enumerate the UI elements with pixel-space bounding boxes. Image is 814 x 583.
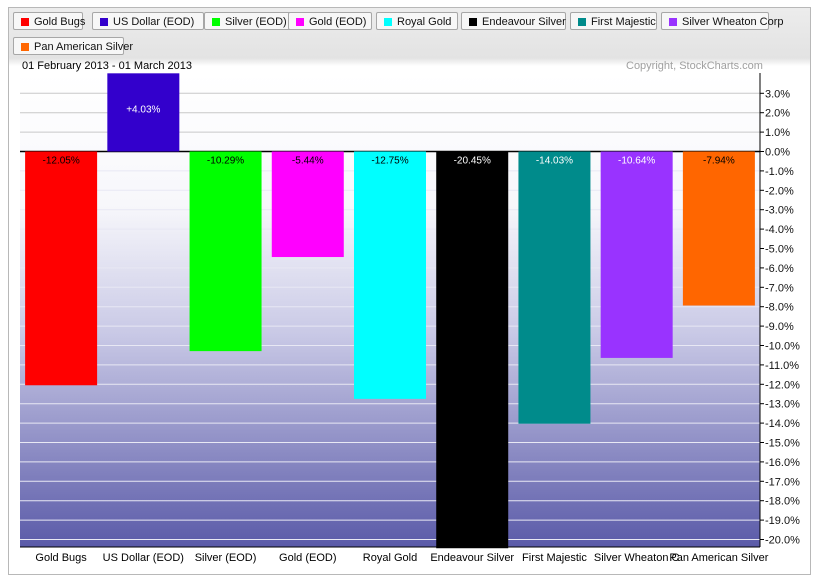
legend-label: Royal Gold xyxy=(397,16,452,28)
legend-label: Silver (EOD) xyxy=(225,16,287,28)
x-tick-label: Pan American Silver xyxy=(669,552,768,564)
axes: 3.0% 2.0% 1.0% 0.0% -1.0% -2.0% -3.0% -4.0% -5.0… xyxy=(20,73,800,564)
bar xyxy=(189,151,262,352)
data-label: -20.45% xyxy=(454,156,491,167)
x-tick-label: Silver (EOD) xyxy=(195,552,257,564)
bar xyxy=(436,151,509,549)
data-label: -10.29% xyxy=(207,156,244,167)
y-tick-label: -3.0% xyxy=(765,205,794,217)
legend-item[interactable]: Endeavour Silver xyxy=(461,12,566,30)
legend-label: Pan American Silver xyxy=(34,41,134,53)
y-tick-label: -19.0% xyxy=(765,515,800,527)
legend-swatch xyxy=(384,18,392,26)
legend-label: Gold Bugs xyxy=(34,16,86,28)
y-tick-label: 3.0% xyxy=(765,88,790,100)
legend: Gold Bugs US Dollar (EOD) Silver (EOD) Gold… xyxy=(13,12,803,58)
y-tick-label: -14.0% xyxy=(765,418,800,430)
legend-item[interactable]: Silver (EOD) xyxy=(204,12,294,30)
legend-label: Silver Wheaton Corp xyxy=(682,16,784,28)
copyright-label: Copyright, StockCharts.com xyxy=(626,60,763,72)
y-tick-label: -16.0% xyxy=(765,457,800,469)
legend-swatch xyxy=(669,18,677,26)
x-tick-label: Gold Bugs xyxy=(35,552,87,564)
y-tick-label: -4.0% xyxy=(765,224,794,236)
legend-item[interactable]: Gold Bugs xyxy=(13,12,86,30)
bar xyxy=(600,151,673,358)
data-label: -12.75% xyxy=(371,156,408,167)
y-tick-label: 1.0% xyxy=(765,127,790,139)
y-tick-label: -2.0% xyxy=(765,185,794,197)
x-tick-label: Royal Gold xyxy=(363,552,417,564)
x-tick-label: Endeavour Silver xyxy=(430,552,514,564)
legend-label: US Dollar (EOD) xyxy=(113,16,195,28)
legend-item[interactable]: Pan American Silver xyxy=(13,37,133,55)
y-tick-label: -20.0% xyxy=(765,535,800,547)
bar xyxy=(107,73,180,152)
legend-label: Gold (EOD) xyxy=(309,16,367,28)
y-tick-label: -17.0% xyxy=(765,476,800,488)
bar xyxy=(518,151,591,424)
y-tick-label: -6.0% xyxy=(765,263,794,275)
legend-swatch xyxy=(21,18,29,26)
y-tick-label: -8.0% xyxy=(765,302,794,314)
bar xyxy=(271,151,344,258)
legend-item[interactable]: US Dollar (EOD) xyxy=(92,12,204,30)
date-range-label: 01 February 2013 - 01 March 2013 xyxy=(22,60,192,72)
y-tick-label: -10.0% xyxy=(765,341,800,353)
legend-swatch xyxy=(21,43,29,51)
legend-swatch xyxy=(578,18,586,26)
legend-item[interactable]: Royal Gold xyxy=(376,12,458,30)
data-label: -12.05% xyxy=(42,156,79,167)
legend-swatch xyxy=(469,18,477,26)
legend-label: First Majestic xyxy=(591,16,656,28)
bars: -12.05% +4.03% -10.29% -5.44% -12.75% -20.45%… xyxy=(25,73,755,549)
data-label: -10.64% xyxy=(618,156,655,167)
legend-item[interactable]: Gold (EOD) xyxy=(288,12,372,30)
y-tick-label: -12.0% xyxy=(765,379,800,391)
legend-label: Endeavour Silver xyxy=(482,16,566,28)
data-label: -7.94% xyxy=(703,156,735,167)
data-label: -5.44% xyxy=(292,156,324,167)
bar xyxy=(354,151,426,399)
y-tick-label: -5.0% xyxy=(765,244,794,256)
bar xyxy=(682,151,755,306)
y-tick-label: -13.0% xyxy=(765,399,800,411)
legend-swatch xyxy=(296,18,304,26)
y-tick-label: -18.0% xyxy=(765,496,800,508)
y-tick-label: 0.0% xyxy=(765,147,790,159)
legend-item[interactable]: First Majestic xyxy=(570,12,657,30)
legend-swatch xyxy=(212,18,220,26)
legend-item[interactable]: Silver Wheaton Corp xyxy=(661,12,784,30)
data-label: +4.03% xyxy=(126,104,160,115)
y-tick-label: -7.0% xyxy=(765,282,794,294)
data-label: -14.03% xyxy=(536,156,573,167)
x-tick-label: Gold (EOD) xyxy=(279,552,336,564)
y-tick-label: -15.0% xyxy=(765,438,800,450)
legend-swatch xyxy=(100,18,108,26)
y-tick-label: -1.0% xyxy=(765,166,794,178)
x-tick-label: Silver Wheaton C xyxy=(594,552,680,564)
bar xyxy=(25,151,98,386)
y-tick-label: -9.0% xyxy=(765,321,794,333)
y-tick-label: -11.0% xyxy=(765,360,799,372)
x-tick-label: First Majestic xyxy=(522,552,587,564)
y-tick-label: 2.0% xyxy=(765,108,790,120)
x-tick-label: US Dollar (EOD) xyxy=(103,552,184,564)
